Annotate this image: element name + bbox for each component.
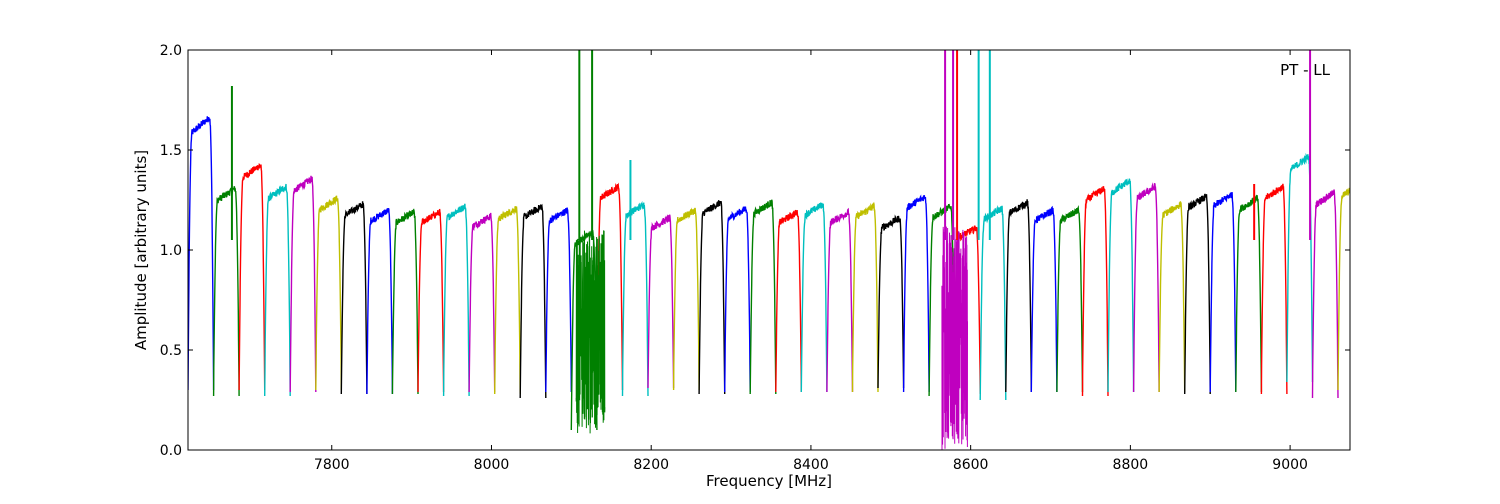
channel-41-curve xyxy=(1209,191,1237,393)
channel-37-curve xyxy=(1107,178,1135,393)
channel-19-curve xyxy=(647,214,675,389)
channel-22-curve xyxy=(724,206,751,393)
channel-39-curve xyxy=(1158,201,1186,393)
channel-46-curve xyxy=(1337,187,1350,391)
channel-33-curve xyxy=(1005,199,1033,393)
channel-24-curve xyxy=(775,209,802,393)
channel-30-curve xyxy=(928,203,956,397)
channel-44-curve xyxy=(1286,152,1314,383)
channel-6-curve xyxy=(315,195,342,391)
channel-14-curve xyxy=(519,203,547,399)
channel-2-curve xyxy=(212,186,240,397)
channel-26-curve xyxy=(826,207,854,393)
y-axis-ticks: 0.0 0.5 1.0 1.5 2.0 xyxy=(160,43,1350,459)
x-tick-label-8200: 8200 xyxy=(633,457,669,473)
x-tick-label-9000: 9000 xyxy=(1272,457,1308,473)
channel-17-curve xyxy=(596,182,624,391)
polarization-annotation: PT - LL xyxy=(1280,61,1331,79)
channel-12-curve xyxy=(468,212,496,393)
x-tick-label-8600: 8600 xyxy=(953,457,989,473)
x-axis-label: Frequency [MHz] xyxy=(706,472,832,490)
channel-35-curve xyxy=(1056,205,1084,393)
noise-region-1 xyxy=(575,230,606,434)
channel-27-curve xyxy=(851,201,879,393)
y-tick-label-3: 1.5 xyxy=(160,143,182,159)
channel-9-curve xyxy=(391,208,419,395)
channel-4-curve xyxy=(264,183,291,397)
channel-1-curve xyxy=(188,116,215,391)
noise-region-2 xyxy=(941,226,968,450)
channel-7-curve xyxy=(340,201,368,395)
channel-18-curve xyxy=(621,200,649,397)
y-tick-label-4: 2.0 xyxy=(160,43,182,59)
x-tick-label-8800: 8800 xyxy=(1113,457,1149,473)
channel-5-curve xyxy=(289,175,317,393)
channel-34-curve xyxy=(1030,205,1058,393)
y-tick-label-0: 0.0 xyxy=(160,443,182,459)
channel-20-curve xyxy=(672,207,700,391)
channel-3-curve xyxy=(238,162,266,391)
channel-25-curve xyxy=(800,202,828,393)
plot-data-layer xyxy=(188,50,1350,450)
channel-28-curve xyxy=(877,214,905,389)
y-tick-label-2: 1.0 xyxy=(160,243,182,259)
channel-32-curve xyxy=(979,204,1007,401)
channel-40-curve xyxy=(1183,193,1211,395)
channel-43-curve xyxy=(1260,183,1288,395)
x-axis-ticks: 7800 8000 8200 8400 8600 8800 9000 xyxy=(314,50,1308,473)
channel-15-curve xyxy=(545,207,572,393)
channel-8-curve xyxy=(366,207,394,395)
x-tick-label-7800: 7800 xyxy=(314,457,350,473)
channel-36-curve xyxy=(1081,186,1109,397)
y-axis-label: Amplitude [arbitrary units] xyxy=(132,150,150,350)
y-tick-label-1: 0.5 xyxy=(160,343,182,359)
channel-13-curve xyxy=(494,206,521,395)
channel-21-curve xyxy=(698,200,726,395)
channel-10-curve xyxy=(417,208,445,393)
channel-23-curve xyxy=(749,199,777,395)
channel-38-curve xyxy=(1132,182,1160,393)
plot-area-frame xyxy=(187,49,1351,451)
channel-29-curve xyxy=(902,194,930,393)
channel-11-curve xyxy=(442,203,470,397)
x-tick-label-8400: 8400 xyxy=(793,457,829,473)
channel-42-curve xyxy=(1235,194,1263,393)
x-tick-label-8000: 8000 xyxy=(474,457,510,473)
channel-45-curve xyxy=(1311,189,1339,399)
